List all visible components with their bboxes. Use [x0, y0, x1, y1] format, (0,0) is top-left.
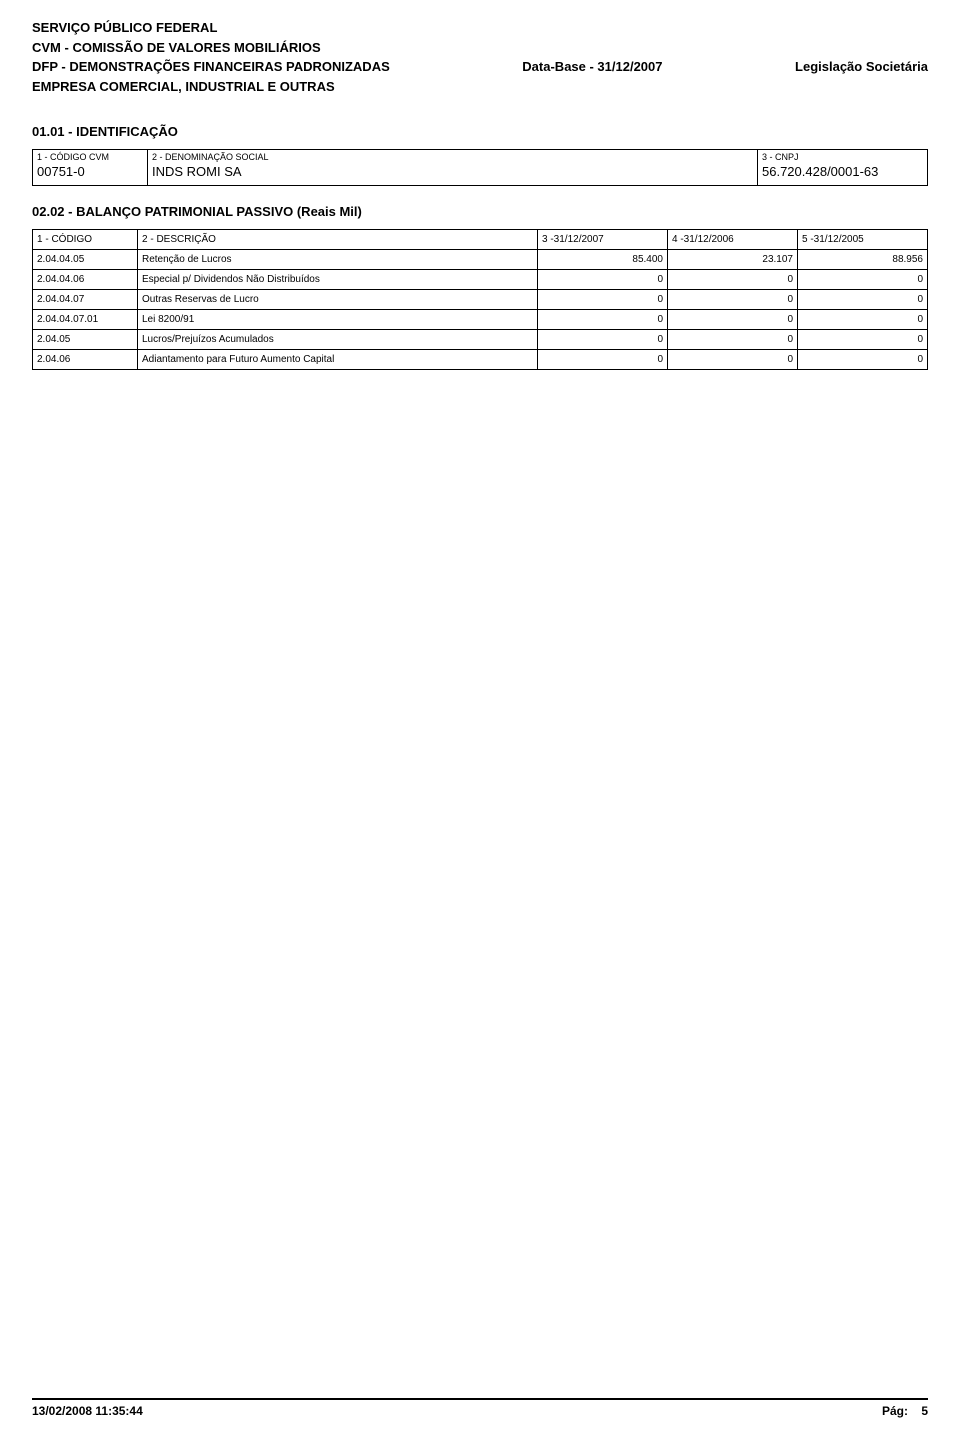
cell-v2: 0: [668, 310, 798, 330]
footer-rule: [32, 1398, 928, 1400]
footer-row: 13/02/2008 11:35:44 Pág: 5: [32, 1404, 928, 1418]
cell-code: 2.04.06: [33, 350, 138, 370]
header-line-4: EMPRESA COMERCIAL, INDUSTRIAL E OUTRAS: [32, 77, 928, 97]
page: SERVIÇO PÚBLICO FEDERAL CVM - COMISSÃO D…: [0, 0, 960, 1436]
header-line-3-right: Legislação Societária: [795, 57, 928, 77]
cell-desc: Outras Reservas de Lucro: [138, 290, 538, 310]
footer-page-num: 5: [921, 1404, 928, 1418]
th-v3: 5 -31/12/2005: [798, 230, 928, 250]
cell-code: 2.04.04.07.01: [33, 310, 138, 330]
ident-label-cvm: 1 - CÓDIGO CVM: [33, 150, 147, 162]
cell-v3: 88.956: [798, 250, 928, 270]
ident-value-denom: INDS ROMI SA: [148, 162, 757, 185]
ident-label-cnpj: 3 - CNPJ: [758, 150, 927, 162]
ident-value-cvm: 00751-0: [33, 162, 147, 185]
table-row: 2.04.04.06 Especial p/ Dividendos Não Di…: [33, 270, 928, 290]
header-line-2: CVM - COMISSÃO DE VALORES MOBILIÁRIOS: [32, 38, 928, 58]
ident-col-cnpj: 3 - CNPJ 56.720.428/0001-63: [758, 150, 928, 185]
cell-v1: 0: [538, 290, 668, 310]
ident-table: 1 - CÓDIGO CVM 00751-0 2 - DENOMINAÇÃO S…: [32, 149, 928, 186]
ident-col-cvm: 1 - CÓDIGO CVM 00751-0: [33, 150, 148, 185]
table-row: 2.04.04.05 Retenção de Lucros 85.400 23.…: [33, 250, 928, 270]
header-line-3: DFP - DEMONSTRAÇÕES FINANCEIRAS PADRONIZ…: [32, 57, 928, 77]
cell-v1: 0: [538, 310, 668, 330]
document-header: SERVIÇO PÚBLICO FEDERAL CVM - COMISSÃO D…: [32, 18, 928, 96]
header-line-3-left: DFP - DEMONSTRAÇÕES FINANCEIRAS PADRONIZ…: [32, 57, 390, 77]
cell-v3: 0: [798, 330, 928, 350]
balance-tbody: 2.04.04.05 Retenção de Lucros 85.400 23.…: [33, 250, 928, 370]
table-header-row: 1 - CÓDIGO 2 - DESCRIÇÃO 3 -31/12/2007 4…: [33, 230, 928, 250]
header-line-3-center: Data-Base - 31/12/2007: [522, 57, 662, 77]
cell-code: 2.04.04.05: [33, 250, 138, 270]
cell-v3: 0: [798, 350, 928, 370]
th-v2: 4 -31/12/2006: [668, 230, 798, 250]
cell-desc: Especial p/ Dividendos Não Distribuídos: [138, 270, 538, 290]
cell-v3: 0: [798, 290, 928, 310]
cell-v2: 0: [668, 270, 798, 290]
ident-value-cnpj: 56.720.428/0001-63: [758, 162, 927, 185]
cell-desc: Lei 8200/91: [138, 310, 538, 330]
footer-timestamp: 13/02/2008 11:35:44: [32, 1404, 143, 1418]
cell-v2: 0: [668, 290, 798, 310]
cell-code: 2.04.05: [33, 330, 138, 350]
footer-page: Pág: 5: [882, 1404, 928, 1418]
header-line-1: SERVIÇO PÚBLICO FEDERAL: [32, 18, 928, 38]
th-v1: 3 -31/12/2007: [538, 230, 668, 250]
cell-v1: 0: [538, 270, 668, 290]
balance-section-title: 02.02 - BALANÇO PATRIMONIAL PASSIVO (Rea…: [32, 204, 928, 219]
footer-page-label: Pág:: [882, 1404, 908, 1418]
cell-code: 2.04.04.07: [33, 290, 138, 310]
cell-v2: 23.107: [668, 250, 798, 270]
table-row: 2.04.04.07.01 Lei 8200/91 0 0 0: [33, 310, 928, 330]
cell-desc: Lucros/Prejuízos Acumulados: [138, 330, 538, 350]
cell-v2: 0: [668, 330, 798, 350]
balance-table: 1 - CÓDIGO 2 - DESCRIÇÃO 3 -31/12/2007 4…: [32, 229, 928, 370]
th-code: 1 - CÓDIGO: [33, 230, 138, 250]
ident-label-denom: 2 - DENOMINAÇÃO SOCIAL: [148, 150, 757, 162]
cell-v2: 0: [668, 350, 798, 370]
cell-code: 2.04.04.06: [33, 270, 138, 290]
page-footer: 13/02/2008 11:35:44 Pág: 5: [32, 1398, 928, 1418]
table-row: 2.04.05 Lucros/Prejuízos Acumulados 0 0 …: [33, 330, 928, 350]
cell-v1: 0: [538, 330, 668, 350]
cell-desc: Adiantamento para Futuro Aumento Capital: [138, 350, 538, 370]
cell-v3: 0: [798, 310, 928, 330]
cell-v3: 0: [798, 270, 928, 290]
ident-col-denom: 2 - DENOMINAÇÃO SOCIAL INDS ROMI SA: [148, 150, 758, 185]
cell-v1: 0: [538, 350, 668, 370]
table-row: 2.04.04.07 Outras Reservas de Lucro 0 0 …: [33, 290, 928, 310]
cell-desc: Retenção de Lucros: [138, 250, 538, 270]
cell-v1: 85.400: [538, 250, 668, 270]
ident-section-title: 01.01 - IDENTIFICAÇÃO: [32, 124, 928, 139]
th-desc: 2 - DESCRIÇÃO: [138, 230, 538, 250]
table-row: 2.04.06 Adiantamento para Futuro Aumento…: [33, 350, 928, 370]
